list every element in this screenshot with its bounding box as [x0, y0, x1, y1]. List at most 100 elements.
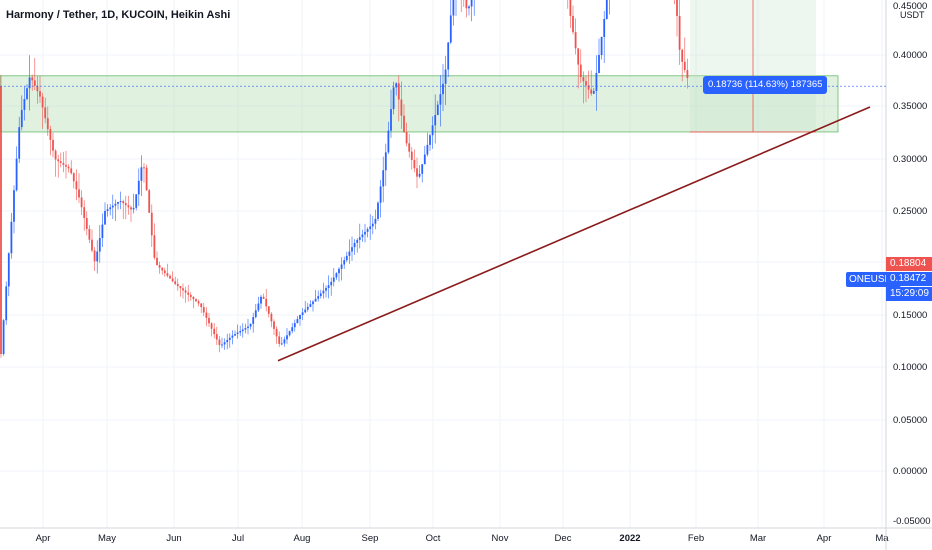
candle-body — [468, 6, 470, 9]
candle-body — [314, 298, 317, 302]
candle-body — [273, 321, 275, 329]
candle-body — [33, 80, 36, 86]
candle-body — [598, 55, 600, 74]
candle-body — [405, 131, 408, 144]
candle-body — [304, 309, 307, 313]
candle-body — [252, 317, 255, 324]
candle-body — [78, 189, 80, 198]
candle-body — [351, 247, 353, 252]
candle-body — [358, 237, 361, 240]
measure-label[interactable]: 0.18736 (114.63%) 187365 — [703, 76, 828, 94]
x-tick-label: Mar — [750, 533, 766, 544]
candle-body — [208, 317, 210, 324]
candle-body — [127, 205, 130, 208]
x-tick-label: Aug — [294, 533, 311, 544]
candle-body — [319, 293, 322, 297]
candle-body — [296, 319, 299, 324]
candle-body — [166, 273, 169, 276]
x-tick-label: Feb — [688, 533, 704, 544]
candle-body — [356, 239, 359, 243]
candle-body — [239, 331, 242, 333]
candle-body — [143, 167, 145, 169]
candle-body — [280, 343, 283, 345]
candle-body — [423, 154, 426, 165]
candle-body — [382, 170, 385, 187]
candle-body — [317, 296, 320, 299]
candle-body — [327, 285, 330, 288]
candle-body — [137, 180, 140, 195]
y-tick-label: 0.30000 — [893, 154, 927, 165]
x-tick-label: Dec — [555, 533, 572, 544]
candle-body — [686, 69, 689, 79]
candle-body — [158, 265, 161, 268]
candle-body — [184, 290, 187, 293]
candle-body — [187, 292, 190, 295]
candle-body — [52, 139, 54, 151]
candle-body — [348, 251, 351, 256]
candle-body — [57, 159, 60, 162]
candle-body — [91, 239, 93, 251]
candle-body — [205, 312, 208, 318]
candle-body — [169, 275, 171, 279]
candle-body — [150, 212, 153, 236]
candle-body — [293, 323, 296, 328]
candle-body — [59, 161, 62, 164]
y-tick-label: 0.35000 — [893, 101, 927, 112]
x-tick-label: Sep — [362, 533, 379, 544]
candle-body — [275, 328, 278, 337]
candle-body — [70, 168, 73, 174]
candle-body — [101, 224, 104, 239]
candle-body — [2, 320, 5, 354]
last-price-tag: 0.18804 — [886, 257, 932, 271]
candle-body — [413, 159, 416, 169]
candle-body — [200, 303, 203, 308]
candle-body — [569, 0, 572, 16]
x-tick-label: Ma — [875, 533, 889, 544]
candle-body — [0, 86, 2, 354]
candle-body — [395, 83, 398, 88]
candle-body — [28, 77, 31, 89]
x-tick-label: Apr — [36, 533, 51, 544]
candle-body — [153, 235, 156, 258]
candle-body — [678, 16, 681, 50]
x-tick-label: Apr — [817, 533, 832, 544]
candle-body — [447, 42, 450, 70]
candle-body — [397, 83, 400, 100]
candle-body — [65, 164, 67, 167]
candle-body — [330, 281, 333, 286]
candle-body — [163, 270, 166, 274]
x-tick-label: Jul — [232, 533, 244, 544]
candle-body — [257, 303, 260, 311]
candle-body — [364, 231, 366, 235]
candle-body — [109, 207, 112, 210]
candle-body — [85, 218, 88, 229]
y-tick-label: 0.45000 — [893, 1, 927, 12]
candle-body — [67, 166, 70, 169]
candle-body — [106, 209, 109, 211]
candle-body — [590, 89, 593, 94]
candle-body — [98, 238, 101, 252]
candle-body — [595, 73, 598, 92]
candle-body — [226, 339, 229, 343]
candle-body — [605, 0, 608, 19]
candle-body — [231, 335, 234, 338]
candle-body — [291, 327, 294, 332]
candle-body — [195, 299, 197, 302]
candle-body — [444, 69, 447, 84]
candle-body — [132, 207, 135, 210]
y-tick-label: 0.15000 — [893, 310, 927, 321]
candle-body — [371, 223, 374, 227]
candle-body — [49, 129, 52, 140]
candle-body — [345, 255, 348, 261]
candle-body — [283, 339, 286, 344]
x-tick-label: Nov — [492, 533, 509, 544]
candle-body — [384, 152, 387, 171]
candle-body — [20, 109, 23, 128]
y-tick-label: 0.25000 — [893, 206, 927, 217]
candle-body — [234, 334, 236, 336]
candle-body — [156, 257, 158, 266]
candle-body — [192, 296, 195, 300]
candle-body — [335, 273, 338, 278]
